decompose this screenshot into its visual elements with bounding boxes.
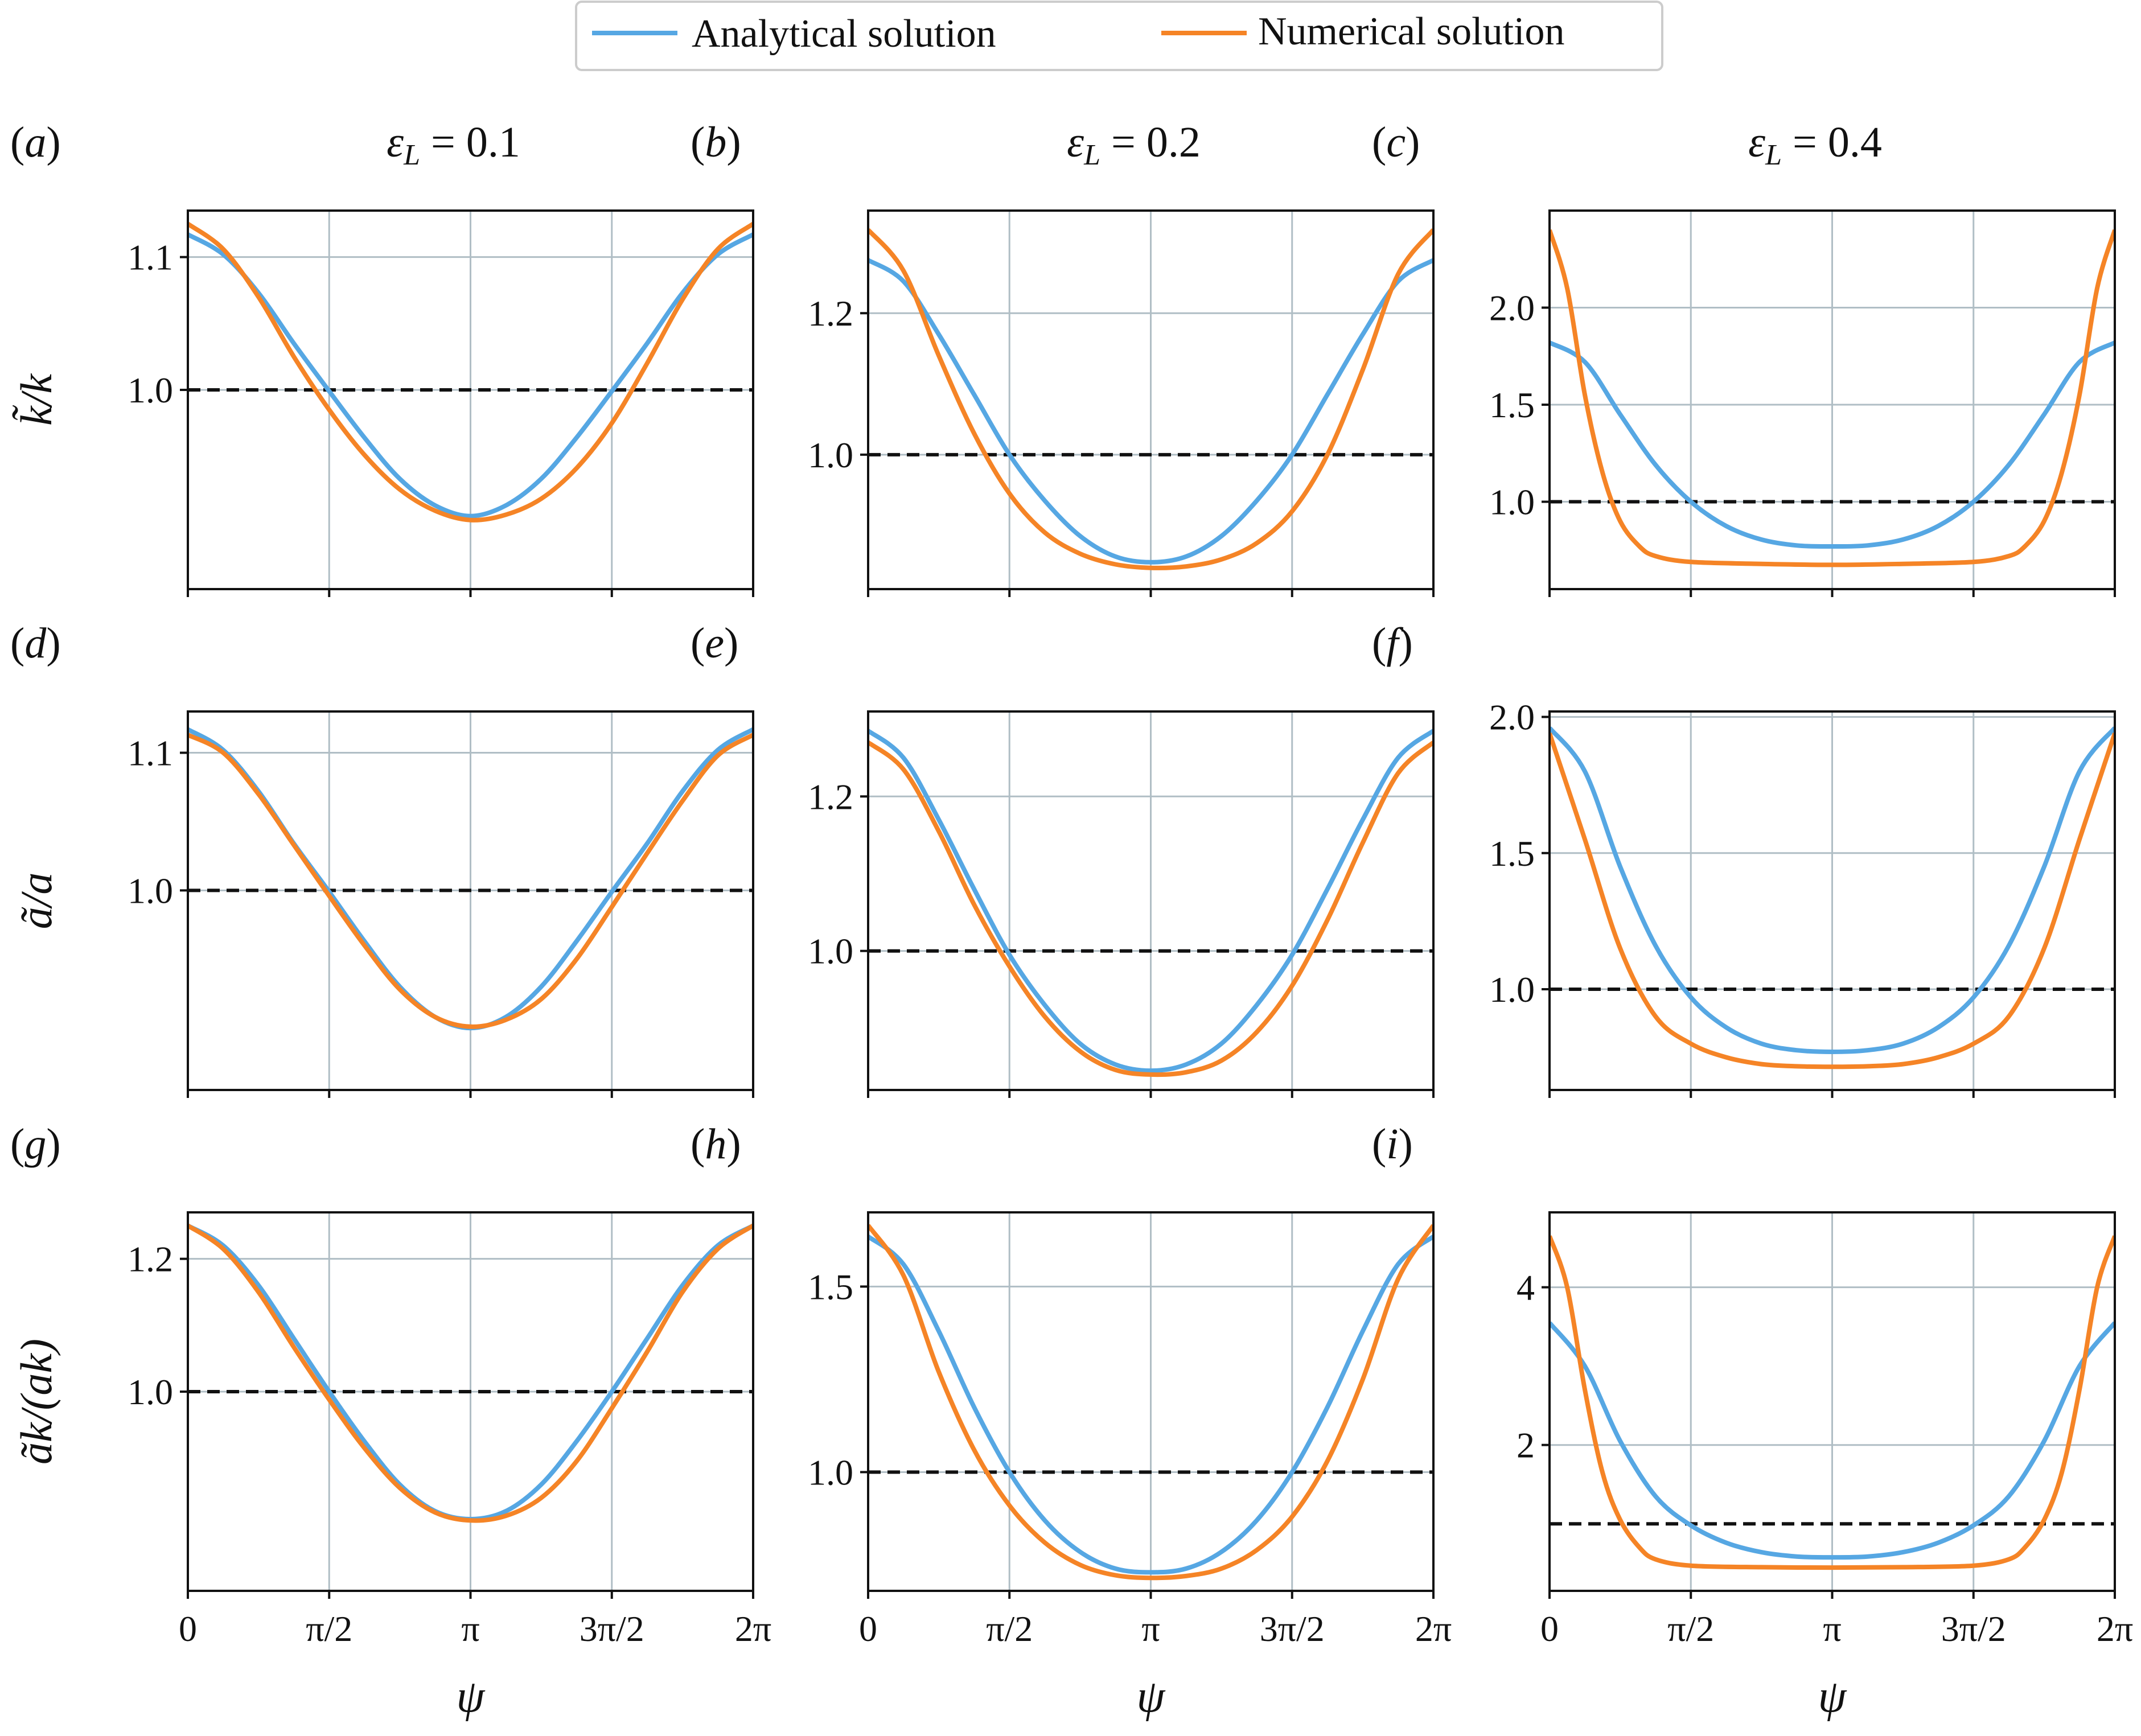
legend-numerical-label: Numerical solution [1258, 10, 1565, 54]
column-title: εL = 0.2 [1067, 118, 1201, 171]
x-axis-label: ψ [457, 1672, 486, 1722]
numerical-series-line [188, 221, 753, 523]
analytical-series-line [868, 258, 1433, 565]
x-tick-label: 3π/2 [1260, 1609, 1325, 1649]
legend-frame [575, 1, 1663, 71]
plot-frame [187, 710, 754, 1091]
analytical-series-line [868, 729, 1433, 1073]
y-tick-label: 1.1 [128, 733, 173, 774]
plot-frame [187, 1211, 754, 1592]
plot-frame [1548, 1211, 2116, 1592]
analytical-series-line [1550, 726, 2115, 1054]
numerical-series-line [1550, 229, 2115, 567]
y-tick-label: 1.2 [808, 776, 853, 817]
x-tick-label: π [1141, 1609, 1160, 1649]
y-tick-label: 1.0 [128, 370, 173, 410]
numerical-series-line [868, 1224, 1433, 1581]
y-tick-label: 1.0 [808, 931, 853, 972]
numerical-series-line [188, 733, 753, 1029]
panel-d: 1.0 1.1 (d) ã/a [10, 619, 754, 1098]
y-tick-label: 1.5 [808, 1266, 853, 1307]
y-tick-label: 2 [1517, 1425, 1535, 1466]
panel-label: (d) [10, 619, 61, 667]
y-tick-label: 1.2 [128, 1239, 173, 1280]
x-axis-label: ψ [1818, 1672, 1847, 1722]
y-axis-label: ãk/(ak) [11, 1339, 61, 1465]
x-tick-label: 2π [735, 1609, 771, 1649]
panel-label: (e) [691, 619, 738, 667]
panel-label: (c) [1372, 118, 1420, 166]
panel-label: (i) [1372, 1120, 1413, 1168]
x-axis-label: ψ [1137, 1672, 1166, 1722]
panels: 1.01.1(a) εL = 0.1k̃/k1.01.2(b) εL = 0.21.… [10, 118, 2133, 1722]
y-tick-label: 1.0 [808, 1452, 853, 1492]
analytical-series-line [1550, 340, 2115, 549]
y-tick-label: 1.0 [1489, 482, 1535, 523]
x-tick-label: 0 [179, 1609, 197, 1649]
x-tick-label: 0 [859, 1609, 877, 1649]
panel-b: 1.0 1.2 (b) εL = 0.2 [691, 118, 1435, 597]
analytical-series-line [188, 232, 753, 519]
analytical-series-line [1550, 1321, 2115, 1560]
column-title: εL = 0.4 [1748, 118, 1882, 171]
y-tick-label: 2.0 [1489, 697, 1535, 738]
y-tick-label: 4 [1517, 1268, 1535, 1308]
y-tick-label: 1.1 [128, 237, 173, 278]
x-tick-label: 2π [2097, 1609, 2133, 1649]
y-tick-label: 2.0 [1489, 288, 1535, 328]
x-tick-label: 3π/2 [1941, 1609, 2006, 1649]
legend: Analytical solution Numerical solution [575, 1, 1663, 71]
x-tick-label: 3π/2 [580, 1609, 644, 1649]
x-tick-label: π [461, 1609, 479, 1649]
y-tick-label: 1.0 [808, 435, 853, 475]
y-tick-label: 1.5 [1489, 833, 1535, 874]
panel-f: 1.0 1.5 2.0 (f) [1372, 619, 2116, 1098]
panel-label: (h) [691, 1120, 741, 1168]
numerical-series-line [1550, 733, 2115, 1069]
panel-c: 1.0 1.5 2.0 (c) εL = 0.4 [1372, 118, 2116, 597]
plot-frame [1548, 710, 2116, 1091]
plot-frame [867, 209, 1435, 590]
panel-label: (f) [1372, 619, 1413, 667]
plot-frame [867, 710, 1435, 1091]
y-axis-label: ã/a [11, 873, 61, 929]
column-title: εL = 0.1 [387, 118, 520, 171]
x-tick-label: π/2 [1667, 1609, 1714, 1649]
plot-frame [187, 209, 754, 590]
panel-h: 1.0 1.5 0 π/2 π 3π/2 2π (h) ψ [691, 1120, 1452, 1722]
numerical-series-line [868, 741, 1433, 1077]
numerical-series-line [868, 228, 1433, 570]
x-tick-label: π [1823, 1609, 1841, 1649]
x-tick-label: 0 [1540, 1609, 1559, 1649]
y-tick-label: 1.5 [1489, 385, 1535, 425]
x-tick-label: π/2 [306, 1609, 352, 1649]
y-tick-label: 1.0 [128, 1372, 173, 1412]
panel-a: 1.0 1.1 (a) εL = 0.1 k̃/k [10, 118, 754, 597]
numerical-series-line [1550, 1235, 2115, 1570]
panel-label: (a) [10, 118, 61, 166]
panel-e: 1.0 1.2 (e) [691, 619, 1435, 1098]
panel-g: 1.0 1.2 0 π/2 π 3π/2 2π (g) ãk/(ak) ψ [10, 1120, 771, 1722]
x-tick-label: 2π [1415, 1609, 1452, 1649]
panel-label: (g) [10, 1120, 61, 1168]
y-axis-label: k̃/k [11, 373, 61, 426]
analytical-series-line [868, 1235, 1433, 1575]
y-tick-label: 1.0 [1489, 969, 1535, 1010]
y-tick-label: 1.0 [128, 870, 173, 911]
legend-analytical-label: Analytical solution [692, 12, 996, 56]
panel-label: (b) [691, 118, 741, 166]
panel-i: 2 4 0 π/2 π 3π/2 2π (i) ψ [1372, 1120, 2133, 1722]
x-tick-label: π/2 [986, 1609, 1033, 1649]
numerical-series-line [188, 1223, 753, 1523]
plot-frame [1548, 209, 2116, 590]
plot-frame [867, 1211, 1435, 1592]
y-tick-label: 1.2 [808, 293, 853, 334]
